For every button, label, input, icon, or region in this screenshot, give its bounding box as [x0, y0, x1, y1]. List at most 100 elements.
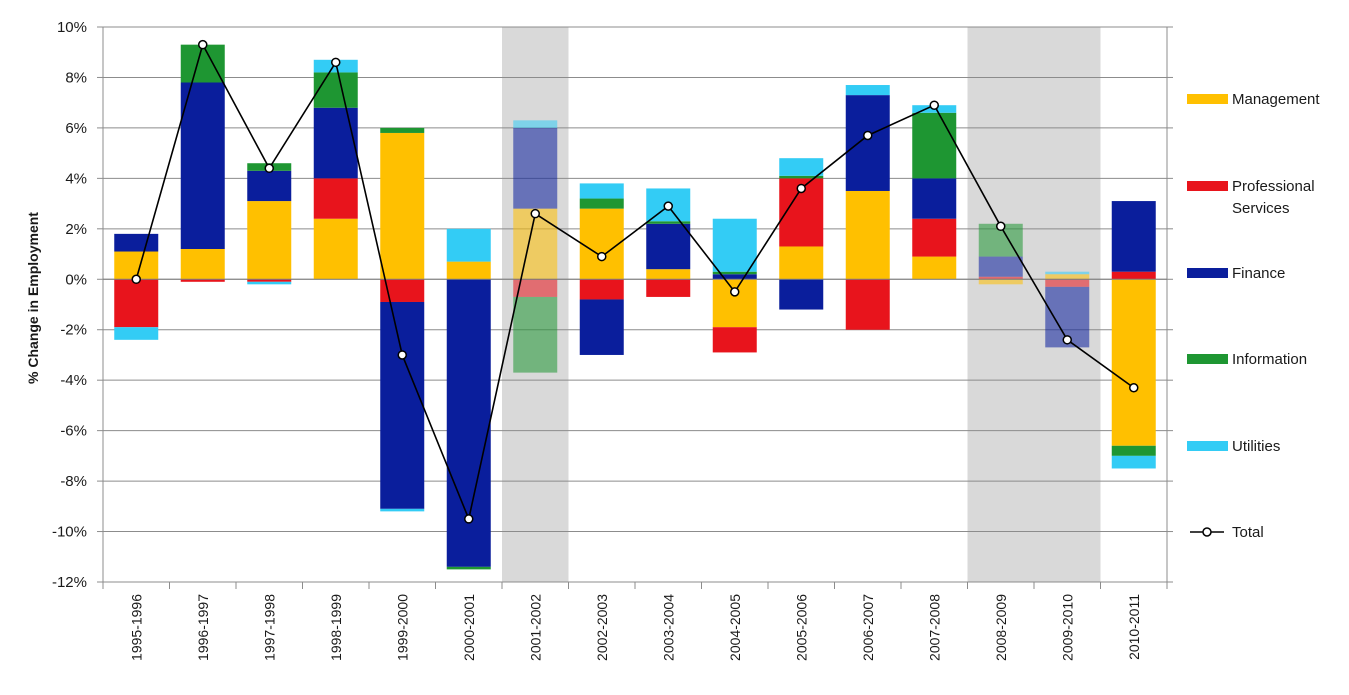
bar-segment	[646, 223, 691, 270]
bar-segment	[1111, 445, 1156, 456]
bar-segment	[712, 279, 757, 328]
bar-segment	[845, 85, 890, 96]
legend-label: Professional Services	[1232, 178, 1315, 217]
y-axis-title: % Change in Employment	[25, 212, 41, 384]
total-point	[397, 350, 407, 360]
bar-segment	[313, 178, 358, 219]
total-point	[1062, 335, 1072, 345]
x-tick-label: 1996-1997	[195, 594, 211, 661]
bar-segment	[380, 508, 425, 512]
y-tick-label: -12%	[52, 574, 87, 591]
bar-segment	[180, 44, 225, 83]
legend-label-line: Professional	[1232, 178, 1315, 195]
bar-segment	[180, 249, 225, 280]
bar-segment	[446, 566, 491, 570]
y-tick-label: 6%	[65, 120, 87, 137]
bar-segment	[646, 269, 691, 280]
bar-segment	[380, 132, 425, 280]
bar-segment	[1111, 455, 1156, 469]
bar-segment	[712, 271, 757, 275]
total-point	[730, 287, 740, 297]
bar-segment	[845, 190, 890, 280]
bar-segment	[579, 198, 624, 209]
legend-swatch	[1187, 354, 1228, 364]
bar-segment	[845, 95, 890, 191]
bar-segment	[247, 279, 292, 282]
y-tick-label: 4%	[65, 170, 87, 187]
bar-segment	[180, 279, 225, 282]
total-line	[131, 39, 1139, 524]
legend-swatch	[1187, 94, 1228, 104]
y-tick-label: -10%	[52, 524, 87, 541]
y-tick-label: 0%	[65, 271, 87, 288]
x-tick-label: 1998-1999	[328, 594, 344, 661]
total-point	[264, 163, 274, 174]
x-tick-label: 1999-2000	[394, 594, 410, 661]
bar-segment	[313, 107, 358, 179]
bar-segment	[114, 279, 159, 328]
y-tick-label: 10%	[57, 19, 87, 36]
legend-label-line: Services	[1232, 200, 1290, 217]
legend-swatch	[1187, 441, 1228, 451]
y-tick-label: 2%	[65, 221, 87, 238]
bar-segment	[114, 327, 159, 340]
x-tick-label: 2010-2011	[1126, 594, 1142, 660]
bar-segment	[1045, 274, 1090, 280]
shaded-periods	[502, 27, 1101, 582]
legend-label: Utilities	[1232, 438, 1280, 455]
x-tick-label: 2008-2009	[993, 594, 1009, 661]
total-point	[331, 57, 341, 68]
bar-segment	[912, 178, 957, 219]
x-tick-label: 1997-1998	[261, 594, 277, 661]
bar-segment	[579, 279, 624, 300]
x-tick-label: 1995-1996	[128, 594, 144, 661]
bar-segment	[446, 261, 491, 280]
total-point	[198, 39, 208, 50]
x-tick-label: 2007-2008	[926, 594, 942, 661]
bar-segment	[712, 218, 757, 272]
bar-segment	[779, 279, 824, 310]
total-point	[796, 183, 806, 194]
bar-segment	[446, 279, 491, 567]
bar-segment	[912, 256, 957, 280]
y-tick-labels: -12% -10% -8% -6% -4% -2% 0% 2% 4% 6% 8% 10%	[52, 19, 87, 591]
bar-segment	[646, 221, 691, 224]
bar-segment	[779, 158, 824, 176]
bar-segment	[513, 279, 558, 297]
bar-segment	[380, 127, 425, 133]
bar-segment	[579, 208, 624, 280]
total-point	[863, 130, 873, 141]
bar-segment	[646, 279, 691, 297]
legend-swatch	[1187, 268, 1228, 278]
bar-segment	[313, 218, 358, 280]
x-tick-label: 2009-2010	[1059, 594, 1075, 661]
legend-marker	[1202, 527, 1212, 537]
bar-segment	[579, 299, 624, 355]
y-tick-label: 8%	[65, 69, 87, 86]
total-point	[929, 100, 939, 110]
legend-label: Total	[1232, 524, 1264, 541]
legend-label: Management	[1232, 91, 1320, 108]
bar-segment	[114, 233, 159, 252]
bar-segment	[247, 170, 292, 202]
bar-segment	[1111, 279, 1156, 446]
bar-segment	[978, 279, 1023, 285]
total-point	[1129, 383, 1139, 393]
bar-segment	[180, 82, 225, 249]
bar-segment	[380, 301, 425, 509]
bar-segment	[513, 127, 558, 209]
bar-segment	[978, 256, 1023, 277]
bar-segment	[579, 183, 624, 199]
axes	[97, 26, 1168, 589]
legend-label: Information	[1232, 351, 1307, 368]
shaded-period	[967, 27, 1034, 582]
x-tick-label: 2002-2003	[594, 594, 610, 661]
bar-segment	[779, 175, 824, 179]
bars	[114, 44, 1156, 570]
total-point	[996, 221, 1006, 232]
y-tick-label: -2%	[60, 322, 87, 339]
y-tick-label: -8%	[60, 473, 87, 490]
bar-segment	[779, 246, 824, 280]
